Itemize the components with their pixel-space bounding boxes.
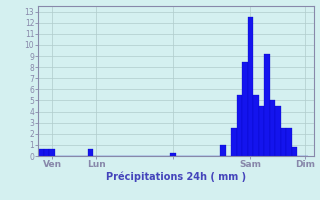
Bar: [275, 106, 281, 156]
Bar: [264, 54, 269, 156]
Bar: [248, 17, 253, 156]
Bar: [220, 145, 226, 156]
Bar: [259, 106, 264, 156]
Bar: [292, 147, 297, 156]
Bar: [242, 62, 248, 156]
Bar: [269, 100, 275, 156]
Bar: [236, 95, 242, 156]
Bar: [171, 153, 176, 156]
Bar: [38, 149, 44, 156]
Bar: [44, 149, 49, 156]
X-axis label: Précipitations 24h ( mm ): Précipitations 24h ( mm ): [106, 172, 246, 182]
Bar: [231, 128, 236, 156]
Bar: [286, 128, 292, 156]
Bar: [281, 128, 286, 156]
Bar: [49, 149, 55, 156]
Bar: [88, 149, 93, 156]
Bar: [253, 95, 259, 156]
